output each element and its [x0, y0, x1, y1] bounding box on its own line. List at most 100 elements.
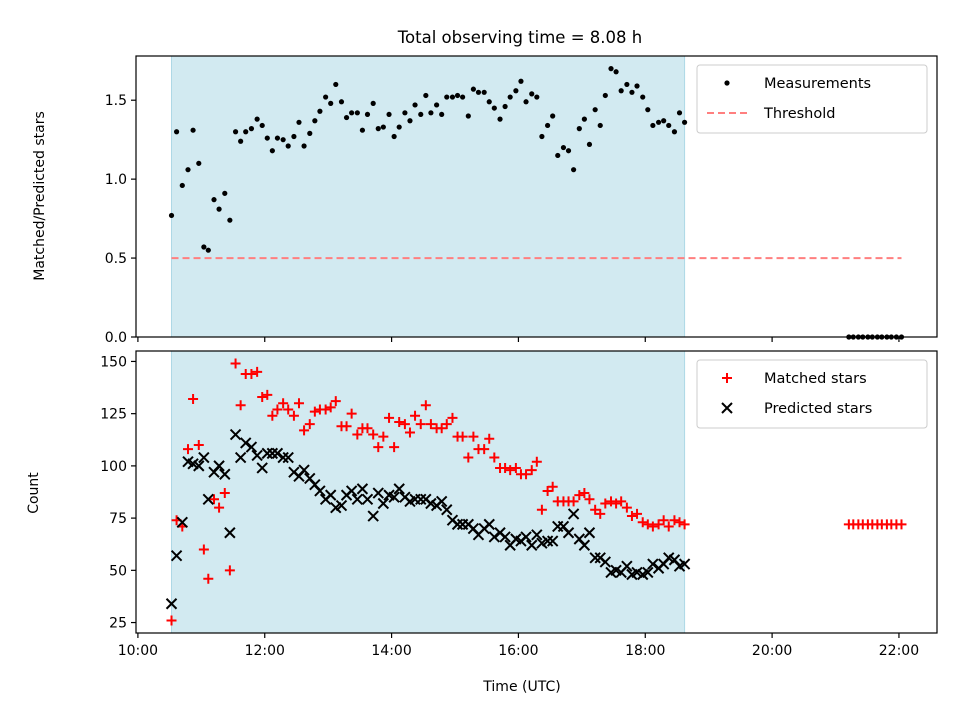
measurement-point [513, 88, 519, 94]
observing-span-bottom [171, 350, 686, 634]
matched-star-point [288, 410, 299, 421]
matched-star-point [341, 421, 352, 432]
matched-star-point [647, 521, 658, 532]
matched-star-point [536, 504, 547, 515]
predicted-star-point [388, 491, 400, 503]
matched-star-point [230, 358, 241, 369]
measurement-point [602, 92, 608, 99]
matched-star-point [272, 404, 283, 415]
measurement-point [544, 122, 551, 129]
measurement-point [676, 110, 683, 116]
matched-star-point [246, 368, 257, 379]
xtick-label: 12:00 [245, 643, 285, 659]
bottom-legend-box [696, 359, 928, 429]
measurement-point [428, 110, 434, 116]
predicted-star-point [261, 447, 273, 460]
matched-star-point [653, 519, 664, 530]
matched-star-point [362, 423, 373, 434]
predicted-star-point [361, 493, 374, 506]
measurement-point [168, 212, 175, 219]
bottom-axes-frame [135, 350, 938, 634]
matched-star-point [531, 456, 542, 467]
matched-star-point [304, 419, 315, 430]
matched-star-point [468, 431, 479, 442]
predicted-star-point [282, 451, 294, 464]
predicted-star-point [202, 493, 215, 506]
measurement-point [396, 124, 402, 130]
measurement-point [613, 69, 619, 75]
measurement-point [640, 94, 646, 100]
predicted-star-point [621, 560, 633, 572]
measurement-point [555, 152, 561, 159]
measurement-point [211, 197, 217, 203]
measurement-point [238, 138, 244, 144]
matched-star-point [325, 402, 336, 413]
measurement-point [671, 129, 678, 135]
predicted-star-point [193, 460, 205, 472]
measurement-point [581, 116, 587, 122]
predicted-star-point [271, 447, 284, 460]
predicted-star-point [531, 529, 543, 541]
matched-star-point [262, 389, 273, 400]
matched-star-point [637, 517, 648, 528]
bottom-ytick-label: 150 [100, 354, 127, 370]
measurement-point [470, 86, 476, 92]
measurement-point [434, 102, 440, 108]
matched-star-point [584, 494, 595, 505]
bottom-series-0 [166, 358, 907, 626]
matched-star-point [463, 452, 474, 463]
predicted-star-point [213, 460, 225, 472]
matched-star-point [224, 565, 235, 576]
predicted-star-point [176, 516, 189, 528]
bottom-panel: 25 50 75 100 125 150 10:00 12:00 14:00 16:00 18:00… [26, 350, 938, 695]
bottom-series-1 [165, 428, 691, 610]
predicted-star-point [219, 468, 231, 480]
measurement-point [312, 118, 318, 124]
predicted-star-point [567, 508, 580, 520]
measurement-point [301, 143, 307, 149]
top-marks [168, 66, 905, 340]
top-ytick-label: 1.0 [105, 172, 127, 188]
matched-star-point [299, 425, 310, 436]
predicted-star-point [266, 447, 279, 460]
xtick-label: 10:00 [118, 643, 158, 659]
measurement-point [370, 100, 376, 106]
predicted-star-point [351, 493, 364, 506]
matched-star-point [663, 521, 674, 532]
matched-star-point [330, 396, 341, 407]
predicted-star-point [251, 449, 263, 462]
matched-star-point [278, 398, 289, 409]
predicted-star-point [578, 539, 591, 551]
measurement-point [190, 127, 196, 133]
top-observing-span [171, 55, 686, 338]
measurement-point [576, 126, 582, 132]
legend-plus-marker [722, 373, 732, 383]
matched-star-point [447, 412, 458, 423]
matched-star-point [621, 502, 632, 513]
matched-star-point [378, 431, 389, 442]
predicted-star-point [234, 451, 247, 464]
matched-star-point [252, 366, 263, 377]
top-axes: 0.0 0.5 1.0 1.5 [105, 55, 938, 346]
bottom-observing-span [171, 350, 686, 634]
legend-label: Predicted stars [764, 401, 872, 417]
measurement-point [529, 91, 535, 97]
predicted-star-point [499, 531, 511, 543]
matched-star-point [658, 515, 669, 526]
measurement-point [539, 133, 545, 140]
measurement-point [481, 89, 487, 95]
measurement-point [296, 119, 302, 125]
measurement-point [634, 83, 640, 89]
predicted-star-point [345, 485, 358, 497]
measurement-point [475, 89, 482, 95]
matched-star-point [479, 444, 490, 455]
top-panel: 0.0 0.5 1.0 1.5 Matched/Predicted stars Mea… [32, 55, 938, 346]
measurement-point [338, 99, 345, 105]
matched-star-point [896, 519, 907, 530]
matched-star-point [574, 490, 585, 501]
bottom-ytick-label: 125 [100, 407, 127, 423]
matched-star-point [489, 452, 500, 463]
measurement-point [449, 94, 456, 100]
predicted-star-point [589, 552, 601, 564]
matched-star-point [235, 400, 246, 411]
